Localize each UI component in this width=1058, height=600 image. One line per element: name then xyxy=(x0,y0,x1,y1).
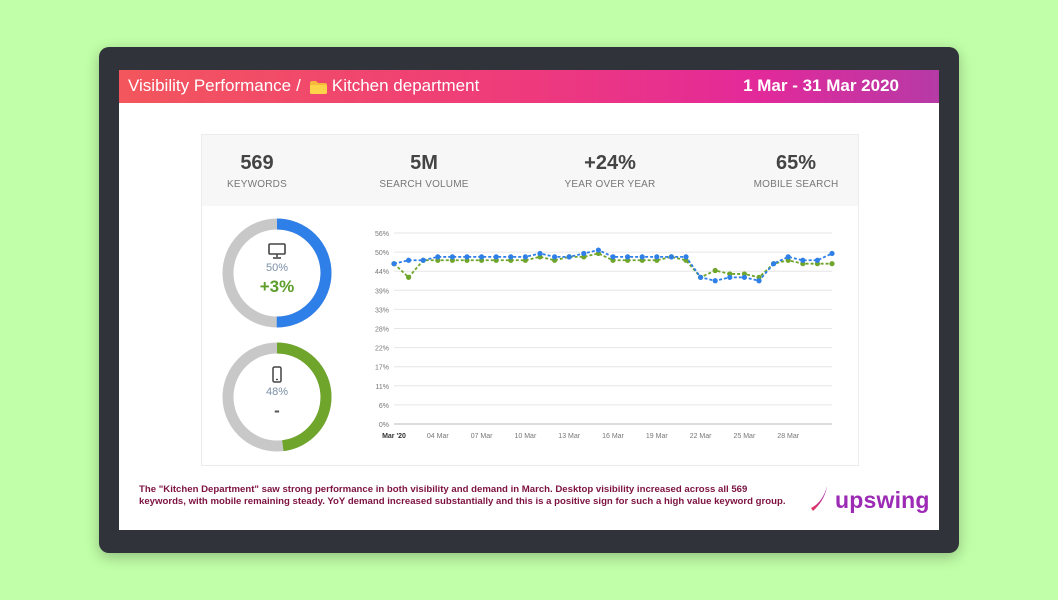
data-point-desktop xyxy=(581,250,587,257)
kpi-value: 65% xyxy=(775,152,817,174)
data-point-desktop xyxy=(639,254,645,260)
y-tick-label: 33% xyxy=(375,307,389,314)
kpi-value: 569 xyxy=(240,152,274,174)
folder-icon xyxy=(309,80,327,94)
desktop-donut: 50% +3% xyxy=(220,216,334,330)
data-point-desktop xyxy=(625,254,631,260)
data-point-desktop xyxy=(464,254,470,260)
kpi-label: SEARCH VOLUME xyxy=(379,179,469,190)
data-point-desktop xyxy=(391,261,397,267)
data-point-mobile xyxy=(406,274,412,280)
report-header: Visibility Performance / Kitchen departm… xyxy=(119,70,939,103)
y-tick-label: 0% xyxy=(379,422,389,429)
data-point-desktop xyxy=(595,247,601,253)
data-point-mobile xyxy=(712,267,718,274)
mobile-donut-ring xyxy=(222,342,332,452)
x-tick-label: 10 Mar xyxy=(515,433,537,440)
y-tick-label: 44% xyxy=(375,269,389,276)
data-point-desktop xyxy=(800,257,806,263)
kpi-bar: 569 KEYWORDS 5M SEARCH VOLUME +24% YEAR … xyxy=(202,135,858,206)
x-tick-label: 07 Mar xyxy=(471,433,493,440)
data-point-desktop xyxy=(449,254,455,260)
x-tick-label: 25 Mar xyxy=(734,433,756,440)
kpi-keywords: 569 KEYWORDS xyxy=(220,152,294,190)
breadcrumb: Visibility Performance / Kitchen departm… xyxy=(128,76,479,96)
y-tick-label: 6% xyxy=(379,403,389,410)
data-point-desktop xyxy=(668,254,674,260)
data-point-desktop xyxy=(698,274,704,280)
breadcrumb-root[interactable]: Visibility Performance xyxy=(128,76,292,95)
x-tick-label: Mar '20 xyxy=(382,433,406,440)
kpi-value: 5M xyxy=(410,152,438,174)
data-point-desktop xyxy=(727,274,733,280)
data-point-desktop xyxy=(683,254,689,260)
y-tick-label: 11% xyxy=(376,384,390,391)
kpi-label: KEYWORDS xyxy=(227,179,287,190)
x-tick-label: 22 Mar xyxy=(690,433,712,440)
mobile-icon xyxy=(272,366,282,383)
data-point-desktop xyxy=(814,257,820,263)
data-point-desktop xyxy=(420,257,426,263)
data-point-desktop xyxy=(654,254,660,260)
mobile-donut-center: 48% - xyxy=(220,340,334,454)
y-tick-label: 17% xyxy=(375,365,389,372)
mobile-donut: 48% - xyxy=(220,340,334,454)
visibility-card: 569 KEYWORDS 5M SEARCH VOLUME +24% YEAR … xyxy=(201,134,859,466)
data-point-desktop xyxy=(522,254,528,260)
desktop-donut-ring xyxy=(222,218,332,328)
desktop-percent: 50% xyxy=(265,262,289,274)
data-point-desktop xyxy=(829,250,835,257)
device-frame: Visibility Performance / Kitchen departm… xyxy=(99,47,959,553)
y-tick-label: 39% xyxy=(375,288,389,295)
y-tick-label: 56% xyxy=(375,231,389,238)
y-tick-label: 28% xyxy=(375,327,389,334)
kpi-label: YEAR OVER YEAR xyxy=(564,179,656,190)
date-range[interactable]: 1 Mar - 31 Mar 2020 xyxy=(743,76,899,95)
kpi-year-over-year: +24% YEAR OVER YEAR xyxy=(558,152,662,190)
upswing-logo-mark xyxy=(811,486,827,511)
data-point-desktop xyxy=(712,278,718,284)
breadcrumb-separator: / xyxy=(296,76,301,95)
desktop-icon xyxy=(268,243,286,259)
summary-text: The "Kitchen Department" saw strong perf… xyxy=(139,484,786,507)
data-point-desktop xyxy=(435,254,441,260)
x-tick-label: 28 Mar xyxy=(777,433,799,440)
data-point-desktop xyxy=(771,261,777,267)
kpi-search-volume: 5M SEARCH VOLUME xyxy=(372,152,476,190)
data-point-desktop xyxy=(785,254,791,260)
data-point-desktop xyxy=(741,274,747,280)
data-point-desktop xyxy=(508,254,514,260)
y-tick-label: 22% xyxy=(375,346,389,353)
x-tick-label: 04 Mar xyxy=(427,433,449,440)
upswing-logo: upswing xyxy=(809,484,929,516)
data-point-desktop xyxy=(406,257,412,263)
x-tick-label: 16 Mar xyxy=(602,433,624,440)
desktop-donut-center: 50% +3% xyxy=(220,216,334,330)
upswing-logo-text: upswing xyxy=(835,487,930,513)
report-screen: Visibility Performance / Kitchen departm… xyxy=(119,70,939,530)
desktop-change: +3% xyxy=(259,277,295,296)
data-point-desktop xyxy=(610,254,616,260)
mobile-percent: 48% xyxy=(265,386,289,398)
x-tick-label: 19 Mar xyxy=(646,433,668,440)
x-tick-label: 13 Mar xyxy=(558,433,580,440)
kpi-mobile-search: 65% MOBILE SEARCH xyxy=(748,152,844,190)
data-point-desktop xyxy=(493,254,499,260)
department-name: Kitchen department xyxy=(331,76,480,95)
data-point-desktop xyxy=(756,278,762,284)
data-point-desktop xyxy=(537,250,543,257)
data-point-desktop xyxy=(479,254,485,260)
data-point-desktop xyxy=(552,254,558,260)
y-tick-label: 50% xyxy=(375,250,389,257)
data-point-mobile xyxy=(829,261,835,267)
mobile-change: - xyxy=(274,401,280,420)
data-point-desktop xyxy=(566,254,572,260)
kpi-label: MOBILE SEARCH xyxy=(753,179,839,190)
visibility-line-chart: 0% 6% 11% 17% 22% 28% 33% 39% 44% 50% 56% Mar '20 04… xyxy=(375,231,835,440)
kpi-value: +24% xyxy=(584,152,636,174)
